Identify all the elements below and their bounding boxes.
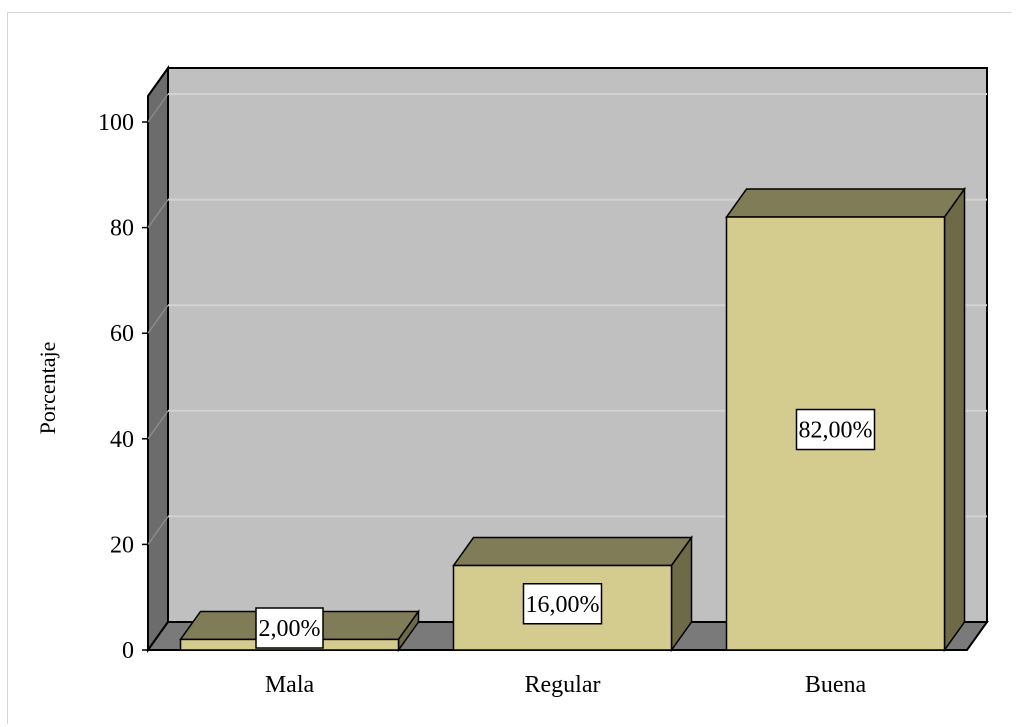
category-label: Mala — [265, 672, 315, 698]
y-tick-label: 20 — [110, 532, 134, 558]
left-wall — [147, 64, 169, 654]
data-label-text: 2,00% — [259, 616, 321, 642]
data-label-box — [522, 583, 603, 625]
y-tick-label: 60 — [110, 321, 134, 347]
data-label: 16,00% — [522, 583, 603, 625]
gridline-side — [147, 515, 169, 545]
y-tick-label: 40 — [110, 427, 134, 453]
data-labels: 2,00% 16,00% 82,00% — [255, 408, 876, 649]
data-label-box — [255, 607, 324, 649]
data-label: 82,00% — [795, 408, 876, 451]
bar-top — [452, 536, 693, 567]
gridline-side — [147, 199, 169, 229]
data-label-text: 82,00% — [799, 418, 873, 444]
y-axis-title: Porcentaje — [35, 342, 60, 435]
y-tick-label: 100 — [98, 110, 134, 136]
gridline-side — [147, 410, 169, 440]
data-label-text: 16,00% — [526, 592, 600, 618]
category-label: Regular — [525, 672, 601, 698]
y-tick-label: 80 — [110, 216, 134, 242]
data-label-box — [795, 408, 876, 451]
bar-top — [725, 188, 966, 218]
x-axis: Mala Regular Buena — [265, 672, 867, 698]
y-axis: 0 20 40 60 80 100 — [98, 110, 148, 664]
bar-side — [943, 186, 966, 653]
gridline-side — [147, 304, 169, 334]
data-label: 2,00% — [255, 607, 324, 649]
y-tick-label: 0 — [122, 638, 134, 664]
category-label: Buena — [805, 672, 867, 698]
bar-regular — [452, 535, 693, 653]
gridline-side — [147, 93, 169, 123]
